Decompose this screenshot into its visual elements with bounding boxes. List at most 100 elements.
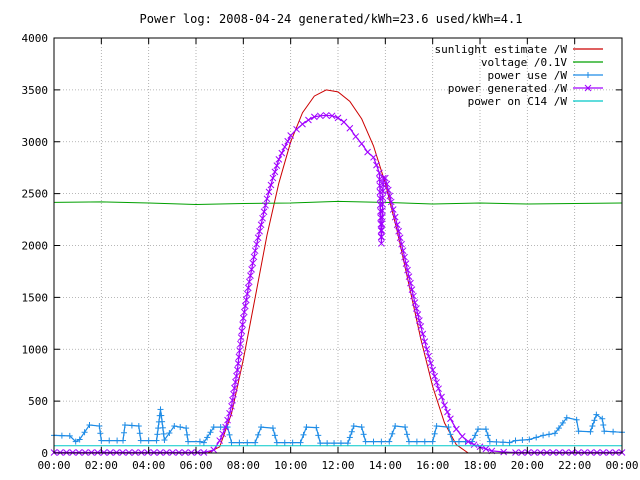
x-tick-label: 16:00 <box>416 459 449 472</box>
data-point-cross <box>328 112 336 120</box>
data-point-cross <box>113 449 120 456</box>
legend-entry: power use /W <box>488 69 603 82</box>
data-point-plus <box>575 428 582 435</box>
data-point-cross <box>574 449 582 456</box>
data-point-plus <box>346 434 353 441</box>
data-point-plus <box>289 439 296 446</box>
data-point-cross <box>425 352 433 360</box>
x-tick-label: 20:00 <box>511 459 544 472</box>
y-tick-label: 3500 <box>22 84 49 97</box>
data-point-cross <box>599 449 607 456</box>
data-point-cross <box>543 449 551 456</box>
data-point-plus <box>244 439 251 446</box>
data-point-cross <box>419 330 427 338</box>
data-point-plus <box>484 432 491 439</box>
chart-title: Power log: 2008-04-24 generated/kWh=23.6… <box>140 12 523 26</box>
data-point-cross <box>379 194 387 202</box>
data-point-cross <box>410 292 417 300</box>
data-point-cross <box>593 449 601 456</box>
data-point-cross <box>156 449 164 456</box>
data-point-cross <box>305 116 312 124</box>
data-point-cross <box>310 113 318 121</box>
data-point-cross <box>411 299 419 306</box>
data-point-plus <box>331 440 338 447</box>
data-point-plus <box>559 419 566 426</box>
data-point-plus <box>160 430 167 437</box>
data-point-cross <box>408 286 416 293</box>
data-point-plus <box>358 424 365 431</box>
y-tick-label: 3000 <box>22 136 49 149</box>
data-point-plus <box>81 429 88 436</box>
data-point-cross <box>584 84 592 92</box>
series-sunlight-estimate-w <box>54 89 622 454</box>
data-point-plus <box>348 428 355 435</box>
data-point-cross <box>458 433 466 440</box>
data-point-plus <box>413 438 420 445</box>
data-point-cross <box>267 181 275 189</box>
data-point-cross <box>537 449 544 456</box>
data-point-cross <box>239 314 247 322</box>
data-point-cross <box>378 213 386 221</box>
data-point-cross <box>421 338 429 345</box>
data-point-cross <box>219 430 226 438</box>
data-point-plus <box>587 428 594 435</box>
data-point-plus <box>449 438 456 445</box>
data-point-plus <box>406 438 412 445</box>
data-point-cross <box>249 259 257 267</box>
data-point-plus <box>137 437 144 444</box>
legend-entry: sunlight estimate /W <box>435 43 603 56</box>
data-point-cross <box>175 449 183 456</box>
x-tick-label: 00:00 <box>605 459 638 472</box>
y-tick-label: 2000 <box>22 240 49 253</box>
data-point-plus <box>207 429 214 436</box>
ticks: 0 500 1000 1500 2000 2500 3000 3500 4000 00:00 02:… <box>22 32 639 472</box>
data-point-cross <box>391 213 399 221</box>
data-point-cross <box>269 174 277 182</box>
data-point-plus <box>66 432 73 439</box>
data-point-cross <box>405 273 413 280</box>
data-point-cross <box>383 180 391 188</box>
data-point-cross <box>228 402 235 410</box>
data-point-plus <box>378 438 385 445</box>
data-point-cross <box>200 449 208 456</box>
data-point-cross <box>88 449 95 456</box>
data-point-plus <box>210 424 217 431</box>
data-point-cross <box>222 423 229 431</box>
data-point-plus <box>324 440 331 447</box>
data-point-cross <box>376 201 384 209</box>
data-point-plus <box>546 431 553 438</box>
data-point-cross <box>413 305 420 312</box>
data-point-plus <box>281 439 288 446</box>
data-point-plus <box>128 422 135 429</box>
data-point-cross <box>260 208 268 216</box>
data-point-cross <box>407 279 414 287</box>
data-point-plus <box>159 424 166 431</box>
data-point-cross <box>56 449 64 456</box>
data-point-cross <box>377 208 384 215</box>
x-tick-label: 06:00 <box>179 459 212 472</box>
data-point-plus <box>303 424 310 431</box>
data-point-cross <box>373 161 380 169</box>
data-point-cross <box>401 253 408 261</box>
data-point-cross <box>429 366 437 374</box>
data-point-cross <box>524 449 532 456</box>
data-point-cross <box>233 372 240 380</box>
data-point-cross <box>169 449 177 456</box>
legend-entry: power on C14 /W <box>468 95 603 108</box>
data-point-plus <box>217 424 224 431</box>
data-point-cross <box>427 359 435 367</box>
data-point-plus <box>226 431 233 438</box>
data-point-plus <box>500 439 507 446</box>
data-point-cross <box>376 169 383 177</box>
data-point-cross <box>322 111 330 119</box>
data-point-cross <box>63 449 70 456</box>
x-tick-label: 08:00 <box>227 459 260 472</box>
data-point-cross <box>287 132 295 139</box>
data-point-cross <box>530 449 538 456</box>
data-point-cross <box>237 334 245 341</box>
data-point-cross <box>259 214 266 222</box>
data-point-plus <box>540 432 547 439</box>
data-point-cross <box>229 396 236 404</box>
